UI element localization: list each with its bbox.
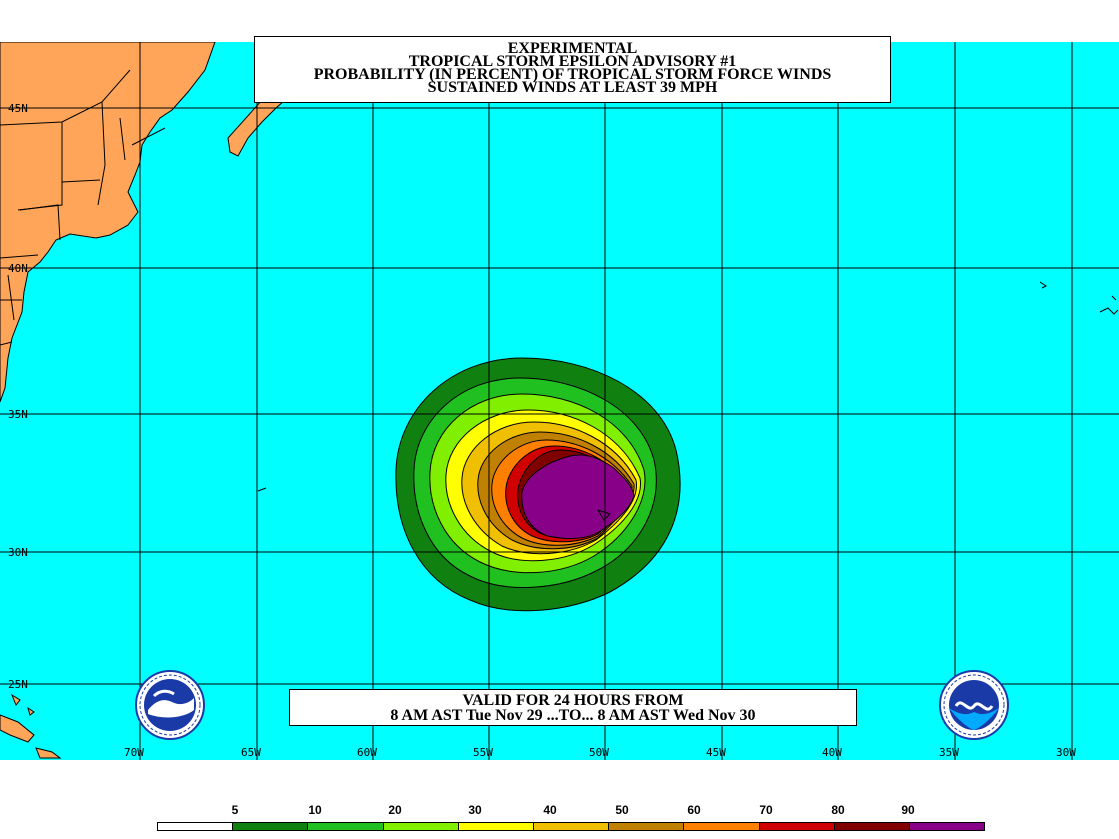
legend-label-40: 40 xyxy=(543,803,557,817)
graticule xyxy=(0,42,1119,760)
legend-label-20: 20 xyxy=(388,803,402,817)
lon-label-35w: 35W xyxy=(939,746,959,759)
contour-storm-core xyxy=(521,454,635,539)
legend-swatch-1 xyxy=(233,823,309,830)
small-islands xyxy=(257,281,1119,492)
legend-label-30: 30 xyxy=(468,803,482,817)
legend-swatch-9 xyxy=(834,823,910,830)
valid-line-1: VALID FOR 24 HOURS FROM xyxy=(462,692,684,709)
legend-label-50: 50 xyxy=(615,803,629,817)
lon-label-50w: 50W xyxy=(589,746,609,759)
lon-label-60w: 60W xyxy=(357,746,377,759)
probability-map xyxy=(0,42,1119,760)
legend-swatch-7 xyxy=(684,823,760,830)
lon-label-45w: 45W xyxy=(706,746,726,759)
legend-swatch-2 xyxy=(308,823,384,830)
legend-label-10: 10 xyxy=(308,803,322,817)
legend-swatch-6 xyxy=(609,823,685,830)
probability-contours xyxy=(395,357,681,612)
noaa-logo-icon xyxy=(939,670,1009,740)
legend-swatch-3 xyxy=(383,823,459,830)
legend-label-5: 5 xyxy=(231,803,239,817)
title-line-2: TROPICAL STORM EPSILON ADVISORY #1 xyxy=(408,53,737,70)
valid-line-2: 8 AM AST Tue Nov 29 ...TO... 8 AM AST We… xyxy=(390,707,756,724)
legend-label-60: 60 xyxy=(687,803,701,817)
valid-period-box: VALID FOR 24 HOURS FROM 8 AM AST Tue Nov… xyxy=(289,689,857,726)
legend-color-bar xyxy=(157,822,985,831)
lon-label-55w: 55W xyxy=(473,746,493,759)
lon-label-30w: 30W xyxy=(1056,746,1076,759)
lat-label-45n: 45N xyxy=(8,102,28,115)
legend-swatch-0 xyxy=(158,823,234,830)
caribbean-islands xyxy=(0,693,62,759)
legend-swatch-10 xyxy=(909,823,985,830)
title-line-1: EXPERIMENTAL xyxy=(507,40,638,57)
lat-label-40n: 40N xyxy=(8,262,28,275)
title-box: EXPERIMENTAL TROPICAL STORM EPSILON ADVI… xyxy=(254,36,891,103)
lat-label-30n: 30N xyxy=(8,546,28,559)
lon-label-65w: 65W xyxy=(241,746,261,759)
legend-swatch-4 xyxy=(458,823,534,830)
title-line-3: PROBABILITY (IN PERCENT) OF TROPICAL STO… xyxy=(313,66,832,83)
lat-label-35n: 35N xyxy=(8,408,28,421)
title-line-4: SUSTAINED WINDS AT LEAST 39 MPH xyxy=(427,79,718,96)
nws-logo-icon xyxy=(135,670,205,740)
legend-swatch-5 xyxy=(533,823,610,830)
north-america-land xyxy=(0,42,216,403)
lon-label-70w: 70W xyxy=(124,746,144,759)
lon-label-40w: 40W xyxy=(822,746,842,759)
legend-label-70: 70 xyxy=(759,803,773,817)
legend-swatch-8 xyxy=(759,823,835,830)
legend-label-80: 80 xyxy=(831,803,845,817)
lat-label-25n: 25N xyxy=(8,678,28,691)
legend-label-90: 90 xyxy=(901,803,915,817)
political-boundaries xyxy=(0,69,166,346)
